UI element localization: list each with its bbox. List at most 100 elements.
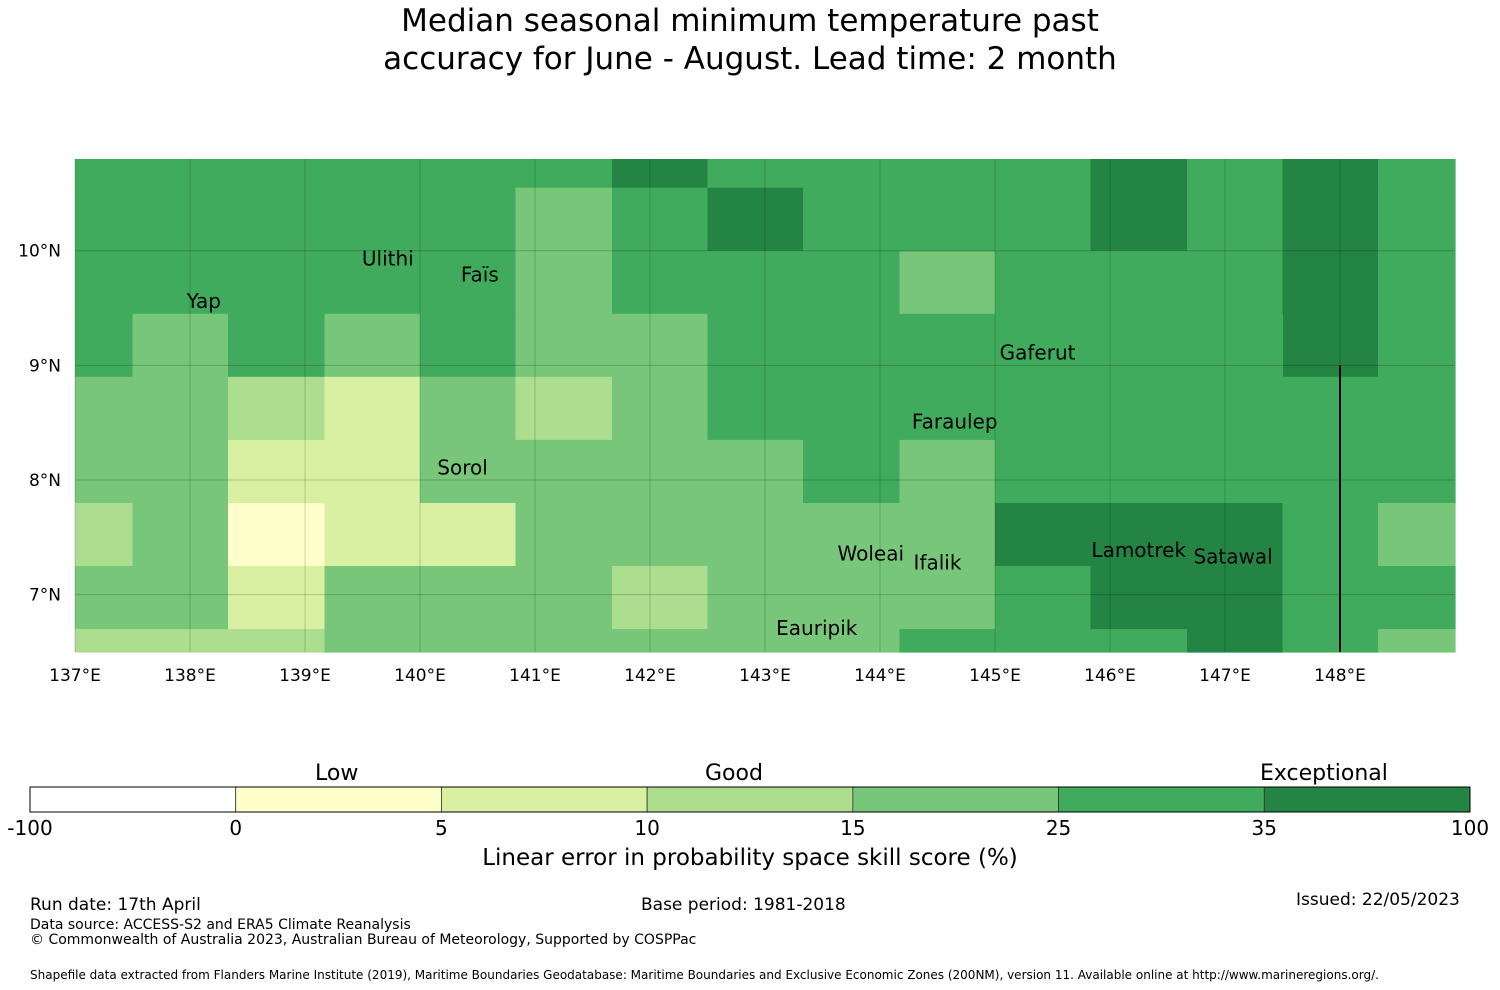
grid-cell: [324, 566, 613, 630]
grid-cell: [899, 187, 996, 252]
longitude-tick-label: 137°E: [49, 666, 101, 686]
grid-cell: [420, 313, 517, 378]
colorbar-tick-label: 5: [435, 816, 448, 840]
longitude-labels: 137°E 138°E 139°E 140°E 141°E 142°E 143°E 144°E…: [49, 666, 1366, 686]
island-label: Woleai: [838, 541, 905, 565]
graticule: [74, 159, 1455, 652]
colorbar-title: Linear error in probability space skill …: [482, 845, 1018, 871]
latitude-labels: 10°N 9°N 8°N 7°N: [18, 242, 61, 606]
grid-cell: [899, 439, 996, 504]
island-labels: Ulithi Yap Faïs Gaferut Faraulep Sorol Woleai I…: [186, 247, 1273, 640]
legend-category-exceptional: Exceptional: [1260, 761, 1388, 786]
longitude-tick-label: 147°E: [1199, 666, 1251, 686]
colorbar-tick-label: 100: [1450, 816, 1490, 840]
legend-category-low: Low: [315, 761, 359, 786]
grid-cell: [1282, 566, 1456, 630]
grid-cell: [228, 566, 326, 630]
grid-cell: [324, 503, 421, 567]
base-period: Base period: 1981-2018: [641, 895, 846, 915]
latitude-tick-label: 10°N: [18, 242, 61, 262]
colorbar-frame: [29, 786, 1471, 813]
latitude-tick-label: 7°N: [29, 586, 61, 606]
legend-category-good: Good: [705, 761, 763, 786]
colorbar: [29, 786, 1471, 813]
colorbar-segment: [1058, 786, 1265, 813]
grid-cell: [803, 187, 901, 315]
grid-cell: [612, 376, 709, 441]
grid-cell: [324, 313, 421, 378]
island-label: Eauripik: [776, 616, 858, 640]
map-title-line1: Median seasonal minimum temperature past: [401, 3, 1099, 39]
island-label: Sorol: [437, 455, 488, 479]
issued-date: Issued: 22/05/2023: [1296, 890, 1460, 910]
grid-cell: [1378, 503, 1456, 567]
grid-cell: [228, 313, 326, 378]
grid-cell: [1282, 159, 1379, 189]
colorbar-tick-label: 25: [1045, 816, 1072, 840]
grid-cell: [707, 250, 804, 315]
grid-cell: [1378, 159, 1456, 189]
grid-cell: [1282, 376, 1456, 441]
island-label: Faraulep: [912, 409, 998, 433]
island-label: Lamotrek: [1091, 538, 1186, 562]
grid-cell: [515, 187, 613, 315]
island-label: Satawal: [1193, 545, 1272, 569]
grid-cell: [75, 629, 326, 653]
latitude-tick-label: 9°N: [29, 356, 61, 376]
grid-cell: [995, 503, 1284, 567]
grid-cell: [995, 187, 1092, 315]
grid-cell: [995, 439, 1456, 504]
data-source: Data source: ACCESS-S2 and ERA5 Climate …: [30, 917, 411, 933]
grid-cell: [75, 313, 134, 378]
skill-grid: [75, 159, 1456, 653]
island-label: Faïs: [461, 263, 499, 287]
grid-cell: [228, 439, 421, 504]
grid-cell: [1378, 187, 1456, 378]
grid-cell: [324, 629, 901, 653]
longitude-tick-label: 142°E: [624, 666, 676, 686]
grid-cell: [707, 187, 804, 252]
colorbar-segment: [235, 786, 442, 813]
grid-cell: [1090, 159, 1188, 189]
colorbar-tick-label: -100: [7, 816, 53, 840]
island-label: Ulithi: [362, 247, 414, 271]
grid-cell: [1187, 187, 1284, 315]
skill-map: Ulithi Yap Faïs Gaferut Faraulep Sorol Woleai I…: [18, 159, 1456, 686]
grid-cell: [75, 376, 229, 441]
grid-cell: [707, 313, 1284, 378]
grid-cell: [1282, 187, 1379, 378]
longitude-tick-label: 143°E: [739, 666, 791, 686]
grid-cell: [515, 159, 613, 189]
grid-cell: [75, 187, 517, 315]
copyright: © Commonwealth of Australia 2023, Austra…: [30, 932, 697, 948]
grid-cell: [132, 313, 229, 378]
island-label: Yap: [186, 289, 221, 313]
colorbar-segment: [29, 786, 237, 813]
run-date: Run date: 17th April: [30, 895, 201, 915]
colorbar-segment: [852, 786, 1059, 813]
grid-cell: [1282, 629, 1379, 653]
colorbar-tick-label: 35: [1251, 816, 1278, 840]
colorbar-segment: [441, 786, 648, 813]
map-title-line2: accuracy for June - August. Lead time: 2…: [383, 41, 1117, 77]
colorbar-tick-label: 0: [229, 816, 243, 840]
grid-cell: [1187, 159, 1284, 189]
island-label: Gaferut: [1000, 341, 1076, 365]
grid-cell: [707, 566, 996, 630]
grid-cell: [515, 313, 709, 378]
grid-cell: [228, 376, 326, 441]
grid-cell: [75, 566, 229, 630]
colorbar-tick-label: 15: [840, 816, 866, 840]
grid-cell: [1090, 187, 1188, 252]
longitude-tick-label: 145°E: [969, 666, 1021, 686]
grid-cell: [899, 250, 996, 315]
grid-cell: [1090, 250, 1188, 315]
grid-cell: [132, 159, 517, 189]
island-label: Ifalik: [914, 550, 962, 574]
grid-cell: [75, 159, 134, 189]
longitude-tick-label: 140°E: [394, 666, 446, 686]
grid-cell: [995, 629, 1188, 653]
colorbar-tick-label: 10: [634, 816, 660, 840]
grid-cell: [612, 187, 709, 315]
grid-cell: [75, 503, 134, 567]
